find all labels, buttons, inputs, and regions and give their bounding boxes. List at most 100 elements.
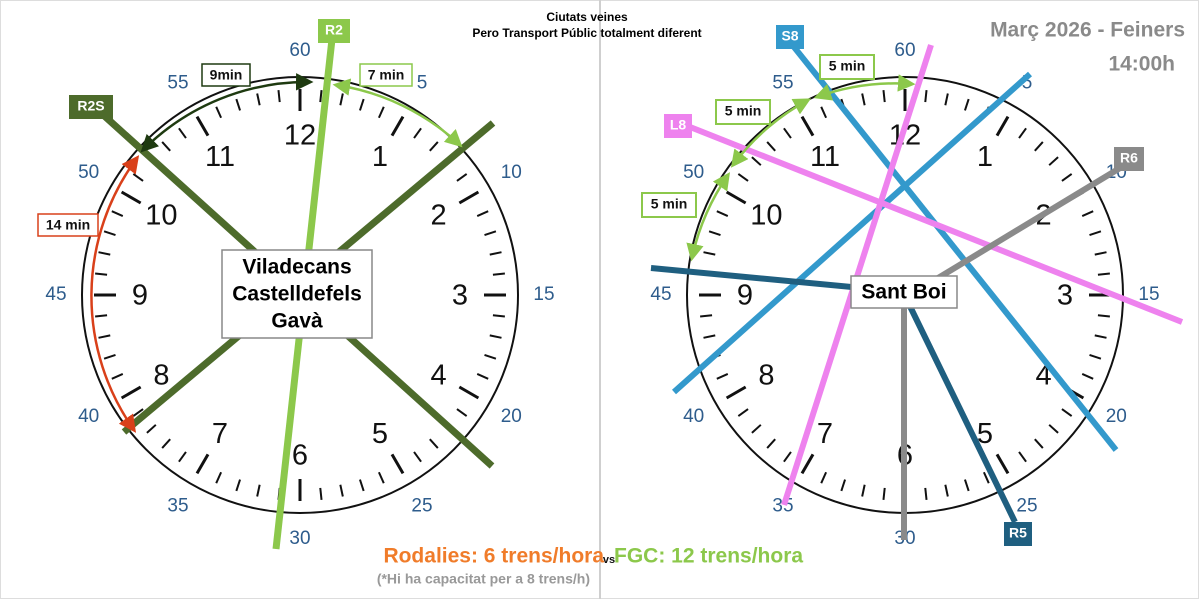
tick xyxy=(1081,210,1094,218)
interval-label: 9min xyxy=(210,67,243,83)
minute-label: 45 xyxy=(650,284,671,305)
tick xyxy=(484,230,497,237)
tick xyxy=(390,453,405,475)
interval-arc xyxy=(813,74,916,101)
tick xyxy=(1048,156,1059,166)
tick xyxy=(924,487,928,500)
vs: vs xyxy=(603,554,615,566)
subtitle: Pero Transport Públic totalment diferent xyxy=(472,26,701,40)
tick xyxy=(456,173,468,182)
tick xyxy=(1097,272,1110,276)
tick xyxy=(161,438,171,449)
tick xyxy=(492,272,505,276)
line-tag-label: R6 xyxy=(1120,150,1138,166)
tick xyxy=(429,438,439,449)
hour-label: 1 xyxy=(977,141,993,173)
l8-line xyxy=(781,44,934,506)
tick xyxy=(924,90,928,103)
interval-box xyxy=(37,213,99,237)
tick xyxy=(737,173,749,182)
date: Març 2026 - Feiners xyxy=(990,19,1185,42)
center-label: Gavà xyxy=(271,310,323,333)
tick xyxy=(1048,424,1059,434)
center-box xyxy=(850,275,958,309)
s8-line xyxy=(672,71,1032,395)
line-tag xyxy=(318,19,350,43)
line-tag xyxy=(1114,147,1144,171)
tick xyxy=(98,334,111,339)
title: Ciutats veines xyxy=(546,10,628,24)
s8-line xyxy=(787,40,1119,452)
minute-label: 20 xyxy=(1106,406,1127,427)
tick xyxy=(458,385,480,400)
hour-label: 11 xyxy=(205,141,235,173)
hour-label: 5 xyxy=(372,418,388,450)
tick xyxy=(103,230,116,237)
tick xyxy=(995,115,1010,137)
minute-label: 50 xyxy=(683,162,704,183)
tick xyxy=(963,98,970,111)
interval-label: 14 min xyxy=(46,217,90,233)
tick xyxy=(995,453,1010,475)
tick xyxy=(725,385,747,400)
center-box xyxy=(221,249,373,339)
tick xyxy=(489,334,502,339)
tick xyxy=(1034,438,1044,449)
tick xyxy=(820,471,828,484)
tick xyxy=(882,487,886,500)
minute-label: 20 xyxy=(501,406,522,427)
minute-label: 5 xyxy=(1022,73,1033,94)
minute-label: 30 xyxy=(289,528,310,549)
tick xyxy=(146,424,157,434)
tick xyxy=(319,90,323,103)
tick xyxy=(944,93,949,106)
interval-box xyxy=(359,63,413,87)
tick xyxy=(256,484,261,497)
tick xyxy=(861,484,866,497)
minute-label: 60 xyxy=(894,40,915,61)
minute-label: 40 xyxy=(683,406,704,427)
tick xyxy=(413,451,422,463)
hour-label: 7 xyxy=(817,418,833,450)
tick xyxy=(766,438,776,449)
hour-label: 3 xyxy=(452,280,468,312)
hour-label: 6 xyxy=(292,440,308,472)
tick xyxy=(1018,127,1027,139)
tick xyxy=(1089,353,1102,360)
hour-label: 9 xyxy=(737,280,753,312)
tick xyxy=(963,479,970,492)
line-tag xyxy=(1004,522,1032,546)
hour-label: 2 xyxy=(430,200,446,232)
interval-arc xyxy=(686,172,730,262)
interval-box xyxy=(819,54,875,80)
center-label: Sant Boi xyxy=(861,281,946,304)
tick xyxy=(1061,173,1073,182)
minute-label: 25 xyxy=(1016,495,1037,516)
tick xyxy=(458,190,480,205)
tick xyxy=(800,453,815,475)
tick xyxy=(103,353,116,360)
tick xyxy=(703,334,716,339)
interval-label: 5 min xyxy=(725,103,762,119)
tick xyxy=(95,314,108,318)
hour-label: 10 xyxy=(145,200,177,232)
minute-label: 10 xyxy=(501,162,522,183)
hour-label: 5 xyxy=(977,418,993,450)
time: 14:00h xyxy=(1108,53,1175,76)
interval-label: 5 min xyxy=(651,196,688,212)
tick xyxy=(1061,408,1073,417)
tick xyxy=(98,251,111,256)
tick xyxy=(456,408,468,417)
interval-label: 5 min xyxy=(829,58,866,74)
minute-label: 50 xyxy=(78,162,99,183)
tick xyxy=(492,314,505,318)
interval-arc xyxy=(332,78,463,148)
tick xyxy=(178,451,187,463)
fgc: FGC: 12 trens/hora xyxy=(614,545,803,568)
hour-label: 11 xyxy=(810,141,840,173)
tick xyxy=(882,90,886,103)
tick xyxy=(1018,451,1027,463)
tick xyxy=(277,90,281,103)
